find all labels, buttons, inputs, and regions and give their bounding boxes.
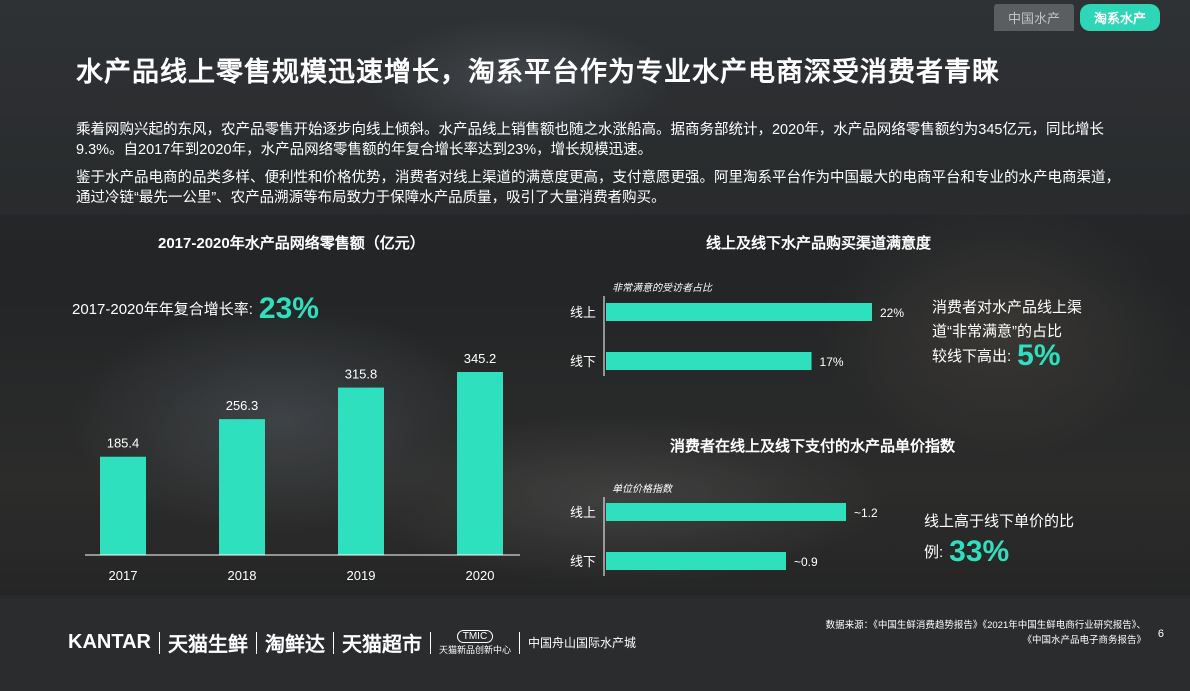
logo-tmic-mark: TMIC: [456, 629, 494, 643]
x-tick-label: 2020: [466, 568, 495, 583]
satisfaction-category-label: 线上: [570, 305, 596, 320]
price-note-line1: 线上高于线下单价的比: [924, 513, 1075, 530]
satisfaction-subtitle: 非常满意的受访者占比: [612, 282, 713, 294]
logo-tmic-text: 天猫新品创新中心: [438, 644, 511, 655]
logo-separator: [429, 631, 431, 654]
footer-logos: KANTAR 天猫生鲜 淘鲜达 天猫超市 TMIC 天猫新品创新中心 中国舟山国…: [68, 628, 636, 657]
chart3-title: 消费者在线上及线下支付的水产品单价指数: [670, 438, 956, 455]
price-index-category-label: 线下: [570, 554, 596, 569]
tab-taobao-aquatic[interactable]: 淘系水产: [1079, 4, 1160, 31]
paragraph-1: 乘着网购兴起的东风，农产品零售开始逐步向线上倾斜。水产品线上销售额也随之水涨船高…: [76, 122, 1104, 158]
price-index-value-label: ~0.9: [794, 555, 818, 569]
cagr-label: 2017-2020年年复合增长率:: [72, 301, 253, 318]
bar-value-label: 345.2: [464, 351, 497, 366]
bar-2018: [219, 419, 265, 555]
x-tick-label: 2017: [109, 568, 138, 583]
bar-value-label: 315.8: [345, 367, 378, 382]
chart2-title: 线上及线下水产品购买渠道满意度: [706, 235, 932, 252]
logo-tmic: TMIC 天猫新品创新中心: [438, 629, 511, 656]
satisfaction-value-label: 22%: [880, 306, 904, 320]
data-source: 数据来源：《中国生鲜消费趋势报告》《2021年中国生鲜电商行业研究报告》、 《中…: [706, 618, 1146, 648]
cagr-value: 23%: [258, 292, 319, 325]
data-source-line2: 《中国水产品电子商务报告》: [1022, 635, 1146, 646]
satisfaction-note: 消费者对水产品线上渠 道“非常满意”的占比 较线下高出: 5%: [932, 296, 1083, 372]
price-index-value-label: ~1.2: [854, 506, 878, 520]
price-note-value: 33%: [949, 535, 1010, 568]
bar-2019: [338, 387, 384, 555]
page-title: 水产品线上零售规模迅速增长，淘系平台作为专业水产电商深受消费者青睐: [76, 57, 1000, 87]
price-index-bar-0: [606, 503, 846, 521]
satisfaction-note-line3: 较线下高出:: [932, 348, 1012, 365]
price-note: 线上高于线下单价的比 例: 33%: [924, 510, 1075, 568]
logo-separator: [158, 631, 160, 654]
tab-bar: 中国水产 淘系水产: [993, 4, 1160, 31]
price-index-category-label: 线上: [570, 505, 596, 520]
bar-2020: [457, 372, 503, 555]
logo-tmall-fresh: 天猫生鲜: [167, 634, 248, 656]
logo-zhoushan: 中国舟山国际水产城: [527, 636, 636, 650]
data-source-line1: 数据来源：《中国生鲜消费趋势报告》《2021年中国生鲜电商行业研究报告》、: [825, 620, 1146, 631]
chart-band: [0, 215, 1190, 595]
bar-value-label: 185.4: [107, 436, 140, 451]
x-tick-label: 2019: [347, 568, 376, 583]
paragraph-2: 鉴于水产品电商的品类多样、便利性和价格优势，消费者对线上渠道的满意度更高，支付意…: [76, 170, 1120, 206]
x-tick-label: 2018: [228, 568, 257, 583]
satisfaction-note-line2: 道“非常满意”的占比: [932, 323, 1062, 340]
satisfaction-bar-1: [606, 352, 812, 370]
bar-value-label: 256.3: [226, 398, 259, 413]
price-index-subtitle: 单位价格指数: [612, 483, 674, 495]
page-number: 6: [1157, 628, 1164, 640]
logo-separator: [332, 631, 334, 654]
logo-kantar: KANTAR: [68, 631, 151, 653]
satisfaction-value-label: 17%: [820, 355, 844, 369]
logo-separator: [518, 631, 520, 654]
footer: [0, 598, 1190, 691]
logo-separator: [255, 631, 257, 654]
price-index-bar-1: [606, 552, 786, 570]
logo-tmall-supermarket: 天猫超市: [341, 634, 422, 656]
cagr-callout: 2017-2020年年复合增长率: 23%: [72, 292, 319, 326]
price-note-line2: 例:: [924, 544, 944, 561]
bar-2017: [100, 456, 146, 555]
satisfaction-note-line1: 消费者对水产品线上渠: [932, 299, 1083, 316]
satisfaction-note-value: 5%: [1017, 339, 1061, 372]
tab-china-aquatic[interactable]: 中国水产: [993, 4, 1074, 31]
chart1-title: 2017-2020年水产品网络零售额（亿元）: [158, 235, 425, 252]
logo-taoxianda: 淘鲜达: [264, 634, 325, 656]
satisfaction-bar-0: [606, 303, 872, 321]
satisfaction-category-label: 线下: [570, 354, 596, 369]
